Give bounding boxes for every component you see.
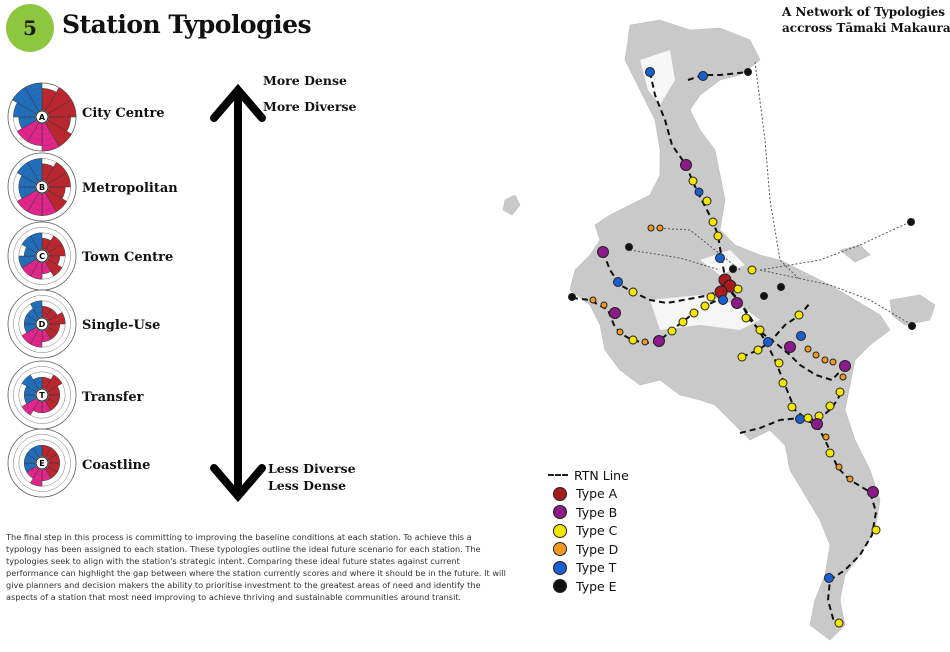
typology-letter: C [39, 252, 45, 261]
radial-ring [18, 232, 66, 280]
radial-ring [7, 289, 77, 359]
legend-item-type-t: Type T [548, 559, 629, 578]
typology-row-b: B Metropolitan [7, 152, 207, 222]
axis-label-more-dense: More Dense [263, 73, 347, 88]
typology-label: Coastline [82, 458, 151, 473]
map-title: A Network of Typologies accross Tāmaki M… [782, 4, 950, 36]
map-title-line-1: A Network of Typologies [782, 5, 946, 19]
radial-hub [35, 249, 49, 263]
radial-ring [18, 300, 66, 348]
legend-label: Type B [576, 504, 618, 520]
typology-row-e: E Coastline [7, 428, 207, 498]
radial-ring [18, 371, 66, 419]
radial-hub [35, 388, 49, 402]
arrow-head-down [210, 464, 266, 503]
description-paragraph: The final step in this process is commit… [6, 532, 506, 603]
page-title: Station Typologies [62, 10, 312, 39]
typology-label: Transfer [82, 390, 144, 405]
axis-label-less-diverse: Less Diverse [268, 461, 356, 476]
legend-label: Type D [576, 541, 619, 557]
radial-ring [24, 377, 60, 413]
radial-ring [18, 163, 66, 211]
typology-radial-chart: T [7, 360, 77, 430]
legend-item-type-c: Type C [548, 522, 629, 541]
typology-letter: T [39, 391, 45, 400]
radial-ring [24, 238, 60, 274]
radial-ring [29, 243, 55, 269]
typology-row-c: C Town Centre [7, 221, 207, 291]
section-number-badge: 5 [6, 4, 54, 52]
dashed-line-icon [548, 474, 568, 477]
radial-ring [13, 295, 71, 353]
map-legend: RTN Line Type A Type B Type C Type D Typ… [548, 466, 629, 596]
legend-item-type-e: Type E [548, 577, 629, 596]
radial-ring [13, 88, 71, 146]
radial-hub [35, 317, 49, 331]
blue-dot-icon [553, 560, 567, 575]
typology-label: Metropolitan [82, 181, 178, 196]
legend-item-type-a: Type A [548, 485, 629, 504]
density-diversity-arrow [210, 83, 266, 503]
typology-letter: D [39, 320, 46, 329]
typology-radial-chart: E [7, 428, 77, 498]
legend-label: Type C [576, 523, 618, 539]
radial-ring [7, 152, 77, 222]
radial-ring [29, 174, 55, 200]
purple-dot-icon [553, 505, 567, 520]
typology-radial-chart: B [7, 152, 77, 222]
typology-row-d: D Single-Use [7, 289, 207, 359]
legend-item-type-d: Type D [548, 540, 629, 559]
yellow-dot-icon [553, 523, 567, 538]
radial-ring [13, 366, 71, 424]
radial-ring [29, 382, 55, 408]
radial-ring [24, 306, 60, 342]
map-title-line-2: accross Tāmaki Makaurau [782, 21, 950, 35]
radial-ring [13, 158, 71, 216]
radial-ring [24, 169, 60, 205]
radial-ring [7, 428, 77, 498]
typology-row-a: A City Centre [7, 82, 207, 152]
typology-label: City Centre [82, 106, 165, 121]
radial-hub [35, 110, 49, 124]
axis-label-less-dense: Less Dense [268, 478, 347, 493]
radial-ring [29, 311, 55, 337]
legend-label: Type T [576, 560, 617, 576]
station-markers [568, 67, 916, 628]
radial-hub [35, 456, 49, 470]
legend-item-rtn-line: RTN Line [548, 466, 629, 485]
axis-label-more-diverse: More Diverse [263, 99, 357, 114]
radial-ring [13, 434, 71, 492]
radial-hub [35, 180, 49, 194]
typology-label: Town Centre [82, 250, 174, 265]
radial-ring [13, 227, 71, 285]
orange-dot-icon [553, 542, 567, 557]
radial-ring [24, 99, 60, 135]
radial-ring [7, 82, 77, 152]
radial-ring [18, 93, 66, 141]
auckland-network-map [502, 19, 936, 641]
typology-label: Single-Use [82, 318, 161, 333]
typology-radial-chart: C [7, 221, 77, 291]
radial-ring [18, 439, 66, 487]
land-area [502, 19, 936, 641]
legend-label: RTN Line [574, 467, 629, 483]
radial-ring [29, 450, 55, 476]
legend-item-type-b: Type B [548, 503, 629, 522]
legend-label: Type A [576, 486, 618, 502]
radial-ring [29, 104, 55, 130]
typology-letter: E [39, 459, 44, 468]
red-dot-icon [553, 486, 567, 501]
typology-row-t: T Transfer [7, 360, 207, 430]
typology-letter: A [39, 113, 46, 122]
radial-ring [24, 445, 60, 481]
arrow-head-up [210, 83, 266, 122]
legend-label: Type E [576, 578, 617, 594]
typology-letter: B [39, 183, 45, 192]
typology-radial-chart: A [7, 82, 77, 152]
black-dot-icon [553, 579, 567, 594]
typology-radial-chart: D [7, 289, 77, 359]
